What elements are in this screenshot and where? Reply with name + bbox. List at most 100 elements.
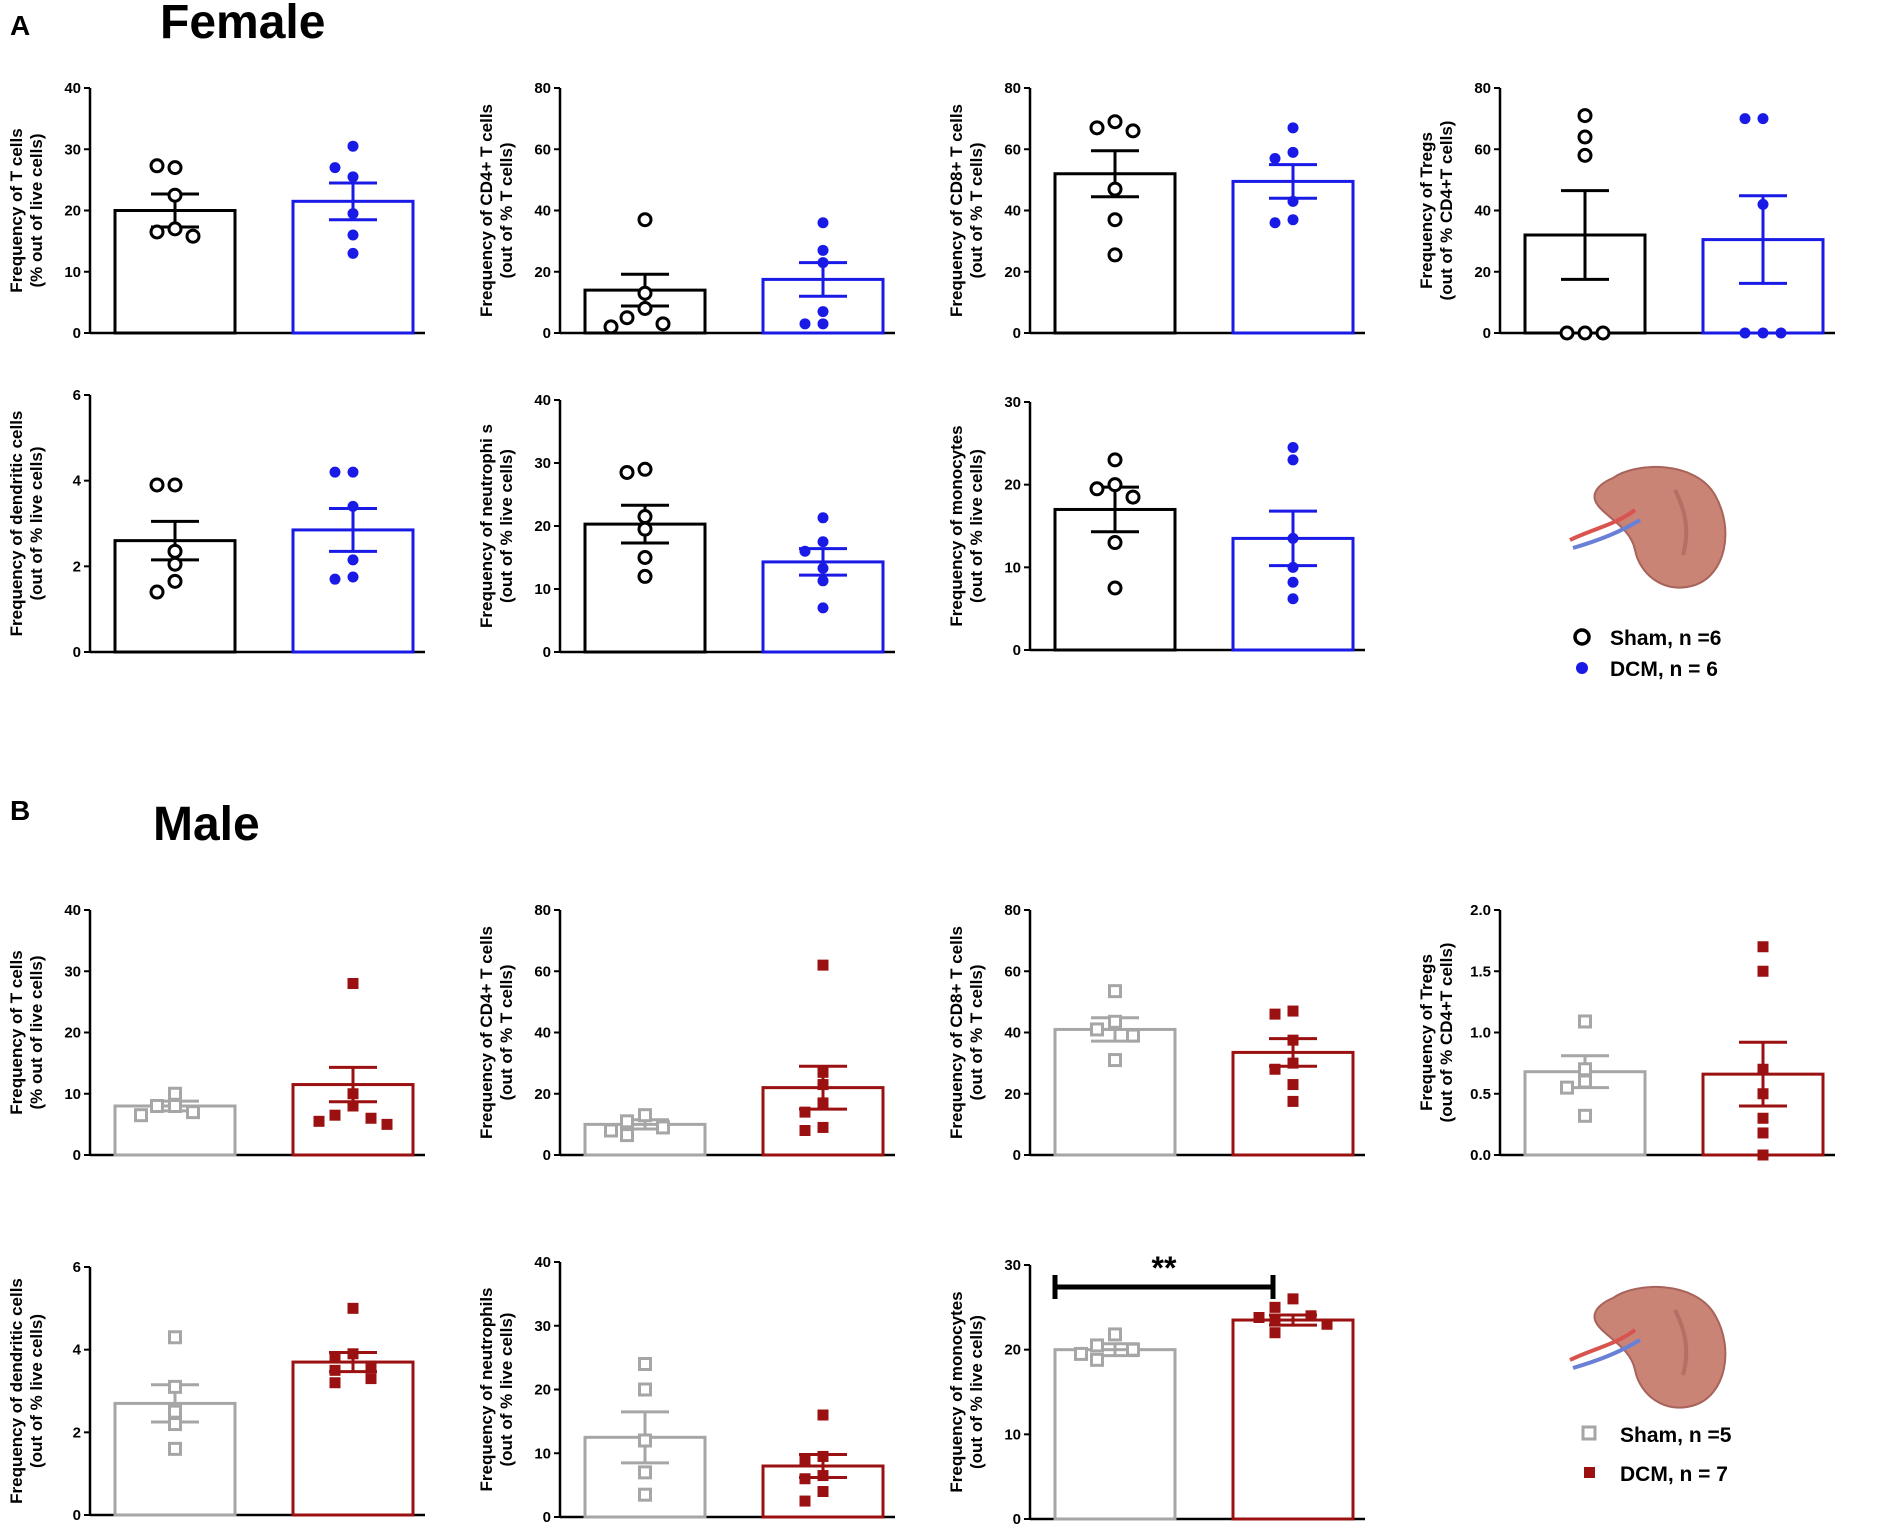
data-point [167, 573, 183, 589]
data-point [1559, 325, 1575, 341]
data-point [1287, 122, 1299, 134]
data-point [604, 1123, 618, 1138]
y-axis-label: (out of % CD4+T cells) [1437, 121, 1456, 301]
y-tick-label: 0 [1013, 1147, 1021, 1164]
data-point [1107, 452, 1123, 468]
data-point [817, 318, 829, 330]
spleen-vein [1572, 1338, 1642, 1370]
y-axis-label: Frequency of CD4+ T cells [477, 104, 496, 317]
data-point [1107, 477, 1123, 493]
chart-6: 0 10 20 30 40 Frequency of neutrophi s (out of… [477, 392, 895, 661]
data-point [637, 509, 653, 525]
data-point [1108, 984, 1122, 999]
series-sham [583, 461, 707, 654]
data-point [1287, 1095, 1299, 1107]
data-point [365, 1360, 377, 1372]
data-point [637, 521, 653, 537]
data-point [817, 1486, 829, 1497]
y-tick-label: 20 [1004, 1086, 1021, 1103]
series-sham [113, 1330, 237, 1517]
data-point [1108, 1053, 1122, 1068]
data-point [347, 1088, 359, 1100]
y-axis-label: Frequency of monocytes [947, 1291, 966, 1492]
y-axis-label: (out of % live cells) [967, 1315, 986, 1469]
bar-sham [1053, 1027, 1177, 1157]
data-point [167, 556, 183, 572]
chart-8: 0 10 20 30 40 Frequency of T cells (% out of l… [7, 902, 425, 1164]
y-tick-label: 10 [64, 1086, 81, 1103]
data-point [167, 543, 183, 559]
data-point [329, 1364, 341, 1376]
y-tick-label: 20 [1004, 1342, 1021, 1359]
chart-13: 0 10 20 30 40 Frequency of neutrophils (out of… [477, 1254, 895, 1526]
data-point [799, 318, 811, 330]
data-point [347, 247, 359, 259]
y-axis-label: Frequency of dendritic cells [7, 1278, 26, 1504]
data-point [1125, 489, 1141, 505]
y-tick-label: 0 [73, 1507, 81, 1524]
y-tick-label: 30 [64, 963, 81, 980]
y-tick-label: 30 [1004, 1257, 1021, 1274]
data-point [168, 1099, 182, 1113]
legend-female: Sham, n =6 DCM, n = 6 [1569, 465, 1727, 681]
series-sham [113, 158, 237, 335]
y-tick-label: 20 [64, 1025, 81, 1042]
data-point [817, 602, 829, 614]
y-tick-label: 60 [1004, 963, 1021, 980]
spleen-icon [1569, 1285, 1727, 1409]
data-point [1287, 561, 1299, 573]
y-tick-label: 40 [64, 80, 81, 97]
data-point [1287, 195, 1299, 207]
data-point [799, 1106, 811, 1118]
data-point [365, 1112, 377, 1124]
chart-11: 0.0 0.5 1.0 1.5 2.0 Frequency of Tregs (out of… [1417, 902, 1835, 1164]
data-point [655, 316, 671, 332]
series-dcm [1231, 1293, 1355, 1521]
bar-dcm [1231, 1318, 1355, 1521]
legend-dcm-marker [1584, 1467, 1595, 1478]
data-point [817, 1097, 829, 1109]
y-tick-label: 40 [1474, 203, 1491, 220]
y-axis-label: (out of % live cells) [27, 447, 46, 601]
data-point [1287, 576, 1299, 588]
data-point [1108, 1014, 1122, 1029]
data-point [1107, 535, 1123, 551]
data-point [817, 1450, 829, 1462]
data-point [1125, 123, 1141, 139]
data-point [638, 1382, 652, 1397]
spleen-artery [1569, 1328, 1637, 1362]
data-point [167, 221, 183, 237]
data-point [347, 1302, 359, 1314]
data-point [134, 1108, 148, 1123]
y-tick-label: 40 [534, 203, 551, 220]
data-point [1108, 1327, 1122, 1342]
data-point [329, 466, 341, 478]
y-axis-label: (out of % live cells) [497, 1313, 516, 1467]
data-point [1090, 1338, 1104, 1353]
y-tick-label: 60 [1004, 141, 1021, 158]
data-point [1269, 1063, 1281, 1075]
data-point [1126, 1342, 1140, 1357]
data-point [1287, 532, 1299, 544]
y-axis-label: (out of % live cells) [497, 449, 516, 603]
y-tick-label: 10 [1004, 1426, 1021, 1443]
data-point [347, 229, 359, 241]
data-point [1074, 1346, 1088, 1361]
data-point [1269, 217, 1281, 229]
chart-5: 0 2 4 6 Frequency of dendritic cells (out of … [7, 387, 425, 661]
legend-dcm-label: DCM, n = 6 [1610, 658, 1718, 681]
data-point [1757, 941, 1769, 953]
data-point [186, 1105, 200, 1120]
y-axis-label: (out of % live cells) [967, 449, 986, 603]
data-point [1287, 1005, 1299, 1017]
y-tick-label: 40 [64, 902, 81, 919]
chart-3: 0 20 40 60 80 Frequency of CD8+ T cells (out o… [947, 80, 1365, 342]
y-tick-label: 60 [534, 141, 551, 158]
y-axis-label: Frequency of neutrophi s [477, 424, 496, 628]
y-axis-label: (out of % T cells) [967, 965, 986, 1101]
y-tick-label: 20 [1004, 477, 1021, 494]
y-axis-label: Frequency of Tregs [1417, 132, 1436, 289]
data-point [150, 1099, 164, 1113]
data-point [1595, 325, 1611, 341]
